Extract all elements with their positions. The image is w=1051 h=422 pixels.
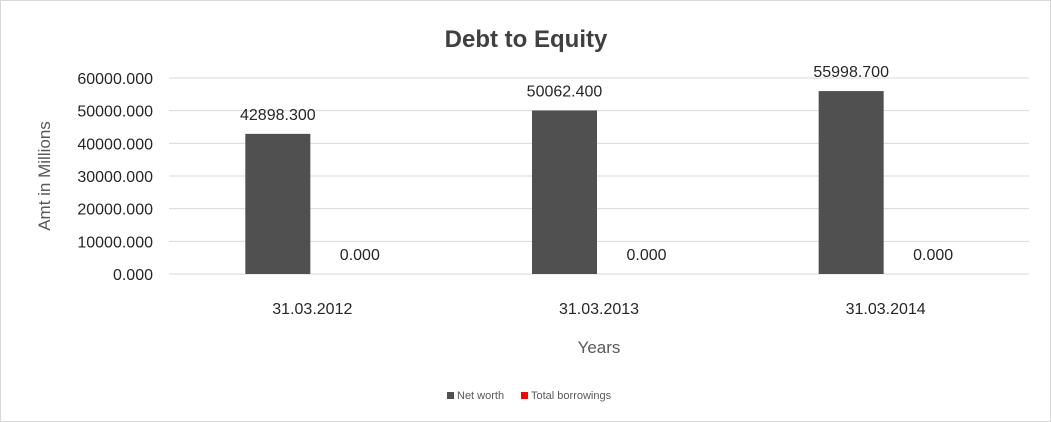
y-tick-label: 10000.000 xyxy=(77,234,153,251)
y-axis-label: Amt in Millions xyxy=(35,121,54,231)
y-tick-label: 50000.000 xyxy=(77,104,153,121)
y-tick-label: 40000.000 xyxy=(77,136,153,153)
data-label: 55998.700 xyxy=(813,64,889,81)
bar-net-worth xyxy=(532,110,597,274)
data-label: 0.000 xyxy=(913,247,953,264)
data-label: 50062.400 xyxy=(527,83,603,100)
legend-label: Total borrowings xyxy=(531,390,612,402)
y-tick-label: 30000.000 xyxy=(77,169,153,186)
legend-label: Net worth xyxy=(457,390,504,402)
data-label: 42898.300 xyxy=(240,107,316,124)
x-axis-label: Years xyxy=(578,338,621,357)
x-tick-label: 31.03.2012 xyxy=(272,301,352,318)
y-tick-label: 60000.000 xyxy=(77,71,153,88)
y-tick-label: 0.000 xyxy=(113,267,153,284)
data-label: 0.000 xyxy=(340,247,380,264)
x-tick-label: 31.03.2013 xyxy=(559,301,639,318)
y-tick-label: 20000.000 xyxy=(77,202,153,219)
legend-swatch xyxy=(521,392,528,399)
data-label: 0.000 xyxy=(626,247,666,264)
chart-title: Debt to Equity xyxy=(445,26,608,53)
x-tick-label: 31.03.2014 xyxy=(846,301,926,318)
legend-swatch xyxy=(447,392,454,399)
bar-net-worth xyxy=(245,133,311,274)
bar-net-worth xyxy=(818,91,884,274)
